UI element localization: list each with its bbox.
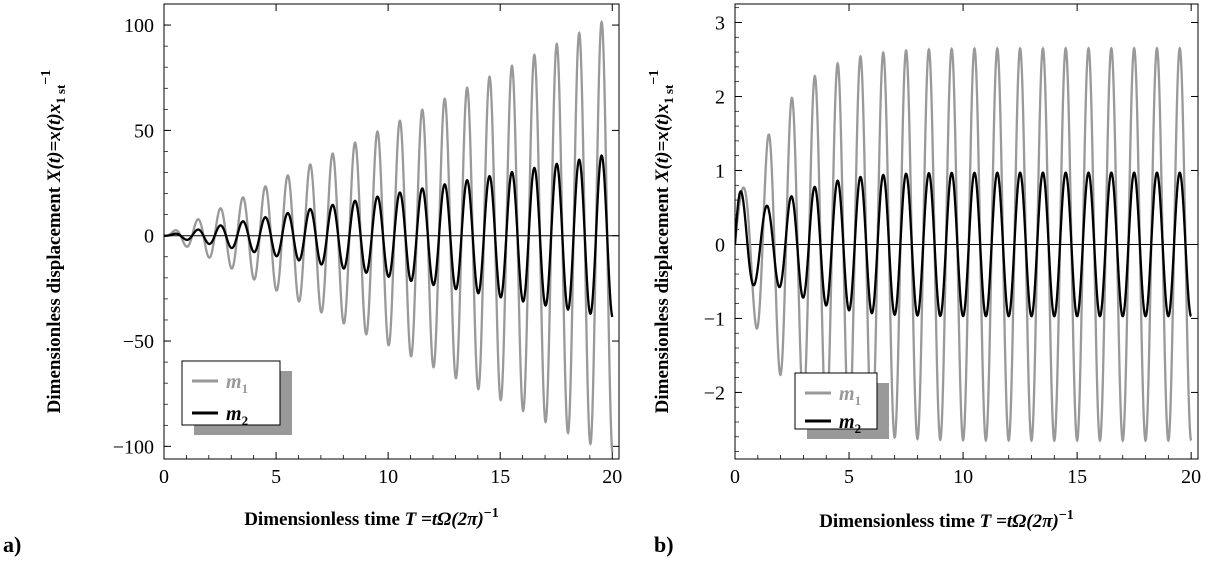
x-tick-label: 20 [1181, 466, 1201, 488]
x-tick-label: 0 [730, 466, 740, 488]
x-tick-label: 5 [271, 466, 281, 488]
plot-frame [163, 3, 620, 460]
y-axis-title-exp: −1 [647, 70, 662, 85]
y-axis-title-sub: 1 st [661, 84, 676, 104]
y-tick-label: 2 [715, 86, 725, 108]
y-axis-title-main: Dimensionless displacement [44, 182, 65, 413]
legend-subscript: 1 [242, 381, 249, 396]
x-tick-label: 15 [1067, 466, 1087, 488]
legend-label-m2: m2 [226, 403, 248, 428]
panel-label: a) [3, 532, 21, 557]
y-axis-title-expr: X(t)=x(t)x [652, 103, 673, 183]
y-tick-label: 50 [134, 120, 154, 142]
series-line-m2 [735, 171, 1192, 318]
x-tick-label: 5 [844, 466, 854, 488]
x-axis-title-main: Dimensionless time [819, 511, 979, 532]
series-line-m2 [164, 154, 614, 318]
y-axis-title: Dimensionless displacement X(t)=x(t)x1 s… [39, 70, 68, 414]
x-tick-label: 10 [953, 466, 973, 488]
x-tick-label: 20 [602, 466, 622, 488]
x-axis-title-var: T [980, 511, 993, 532]
y-tick-label: −100 [113, 436, 154, 458]
y-tick-label: 0 [144, 226, 154, 248]
x-axis-title-var: T [405, 509, 418, 530]
y-axis-title-expr: X(t)=x(t)x [44, 103, 65, 183]
legend-subscript: 2 [242, 413, 249, 428]
series-line-m1 [164, 20, 614, 453]
x-tick-label: 10 [378, 466, 398, 488]
series-line-m1 [735, 46, 1193, 443]
x-axis-title-exp: −1 [1059, 508, 1074, 523]
y-tick-label: 0 [715, 234, 725, 256]
y-tick-label: 3 [715, 12, 725, 34]
y-axis-title-main: Dimensionless displacement [652, 182, 673, 413]
x-axis-title-expr: =tΩ(2π) [991, 511, 1059, 532]
legend-name: m [839, 383, 855, 405]
panel-label: b) [654, 532, 674, 557]
y-tick-label: −1 [704, 308, 725, 330]
legend-subscript: 2 [855, 421, 862, 436]
legend-subscript: 1 [855, 393, 862, 408]
legend-label-m2: m2 [839, 411, 861, 436]
x-tick-label: 0 [159, 466, 169, 488]
y-axis-title: Dimensionless displacement X(t)=x(t)x1 s… [647, 70, 676, 414]
legend-label-m1: m1 [226, 371, 248, 396]
y-axis-title-exp: −1 [39, 70, 54, 85]
x-axis-title: Dimensionless time T =tΩ(2π)−1 [819, 508, 1074, 532]
x-axis-title-exp: −1 [484, 506, 499, 521]
y-tick-label: −50 [123, 331, 154, 353]
legend-name: m [226, 403, 242, 425]
y-axis-title-sub: 1 st [53, 84, 68, 104]
x-axis-title-main: Dimensionless time [244, 509, 404, 530]
x-tick-label: 15 [490, 466, 510, 488]
legend-label-m1: m1 [839, 383, 861, 408]
y-tick-label: 100 [124, 15, 154, 37]
legend-name: m [226, 371, 242, 393]
x-axis-title-expr: =tΩ(2π) [416, 509, 484, 530]
x-axis-title: Dimensionless time T =tΩ(2π)−1 [244, 506, 499, 530]
y-tick-label: −2 [704, 382, 725, 404]
y-tick-label: 1 [715, 160, 725, 182]
legend-name: m [839, 411, 855, 433]
